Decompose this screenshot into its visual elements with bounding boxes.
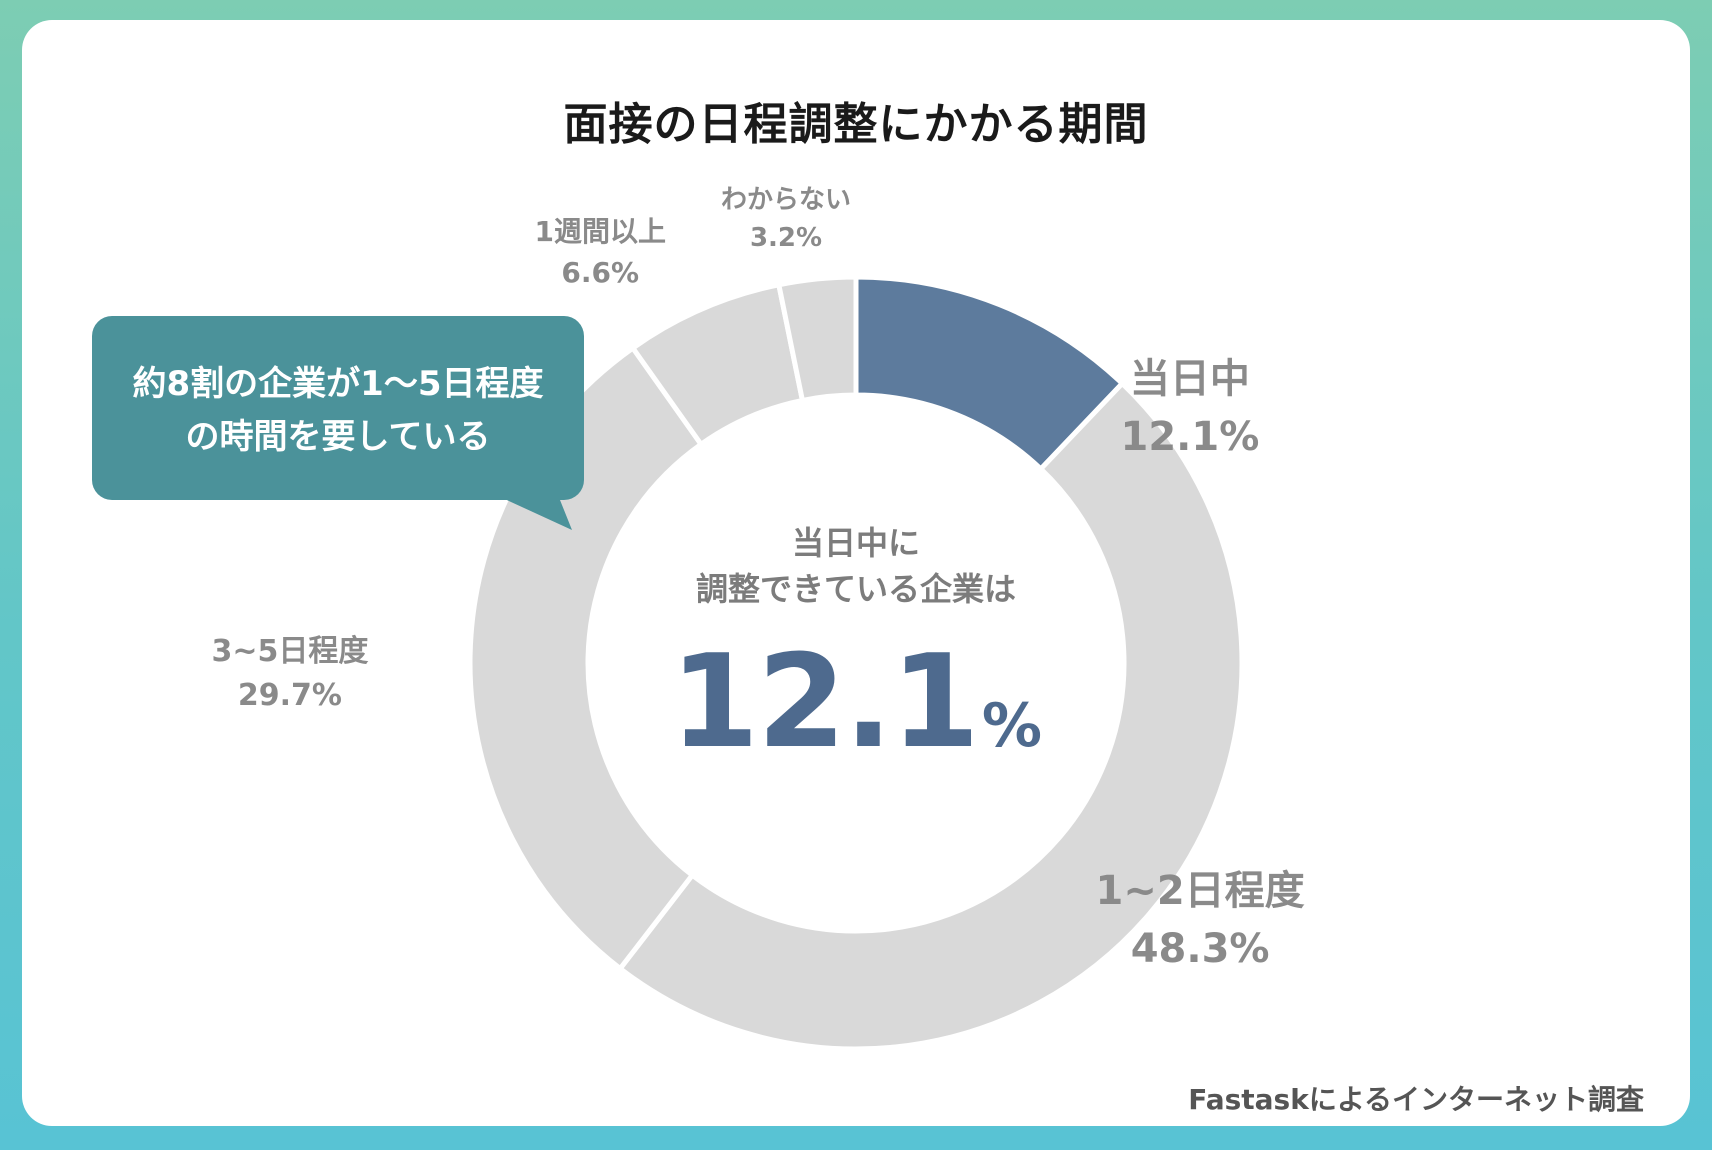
donut-slice-5 [775,274,859,404]
slice-label-当日中: 当日中 12.1% [1121,350,1260,466]
callout-tail [498,490,572,530]
slice-label-3-5日程度: 3~5日程度 29.7% [212,630,369,717]
slice-label-1週間以上: 1週間以上 6.6% [535,212,666,293]
callout-box [92,316,584,500]
slice-label-name: 1週間以上 [534,215,666,248]
callout-line-2: の時間を要している [185,416,491,457]
callout-line-1: 約8割の企業が1〜5日程度 [132,364,544,404]
center-value-unit: % [981,691,1042,761]
source-note: Fastaskによるインターネット調査 [1188,1083,1644,1116]
slice-label-name: わからない [721,185,852,215]
slice-label-value: 3.2% [749,222,823,253]
slice-label-1-2日程度: 1~2日程度 48.3% [1096,862,1305,978]
center-caption-line-1: 当日中に [791,524,920,562]
slice-label-value: 48.3% [1130,926,1270,972]
callout-text: 約8割の企業が1〜5日程度 の時間を要している [92,358,584,463]
slice-label-value: 6.6% [561,255,640,289]
center-caption-line-2: 調整できている企業は [695,570,1016,609]
slice-label-name: 1~2日程度 [1095,868,1305,914]
chart-title: 面接の日程調整にかかる期間 [563,99,1149,150]
slice-label-わからない: わからない 3.2% [721,182,851,257]
slice-label-name: 3~5日程度 [211,634,369,669]
center-value: 12.1% [556,628,1156,777]
center-caption: 当日中に 調整できている企業は [556,520,1156,613]
slice-label-value: 12.1% [1120,414,1260,460]
center-value-number: 12.1 [670,628,980,777]
donut-slice-2 [616,379,1245,1052]
slice-label-value: 29.7% [237,677,342,713]
slice-label-name: 当日中 [1129,356,1250,402]
